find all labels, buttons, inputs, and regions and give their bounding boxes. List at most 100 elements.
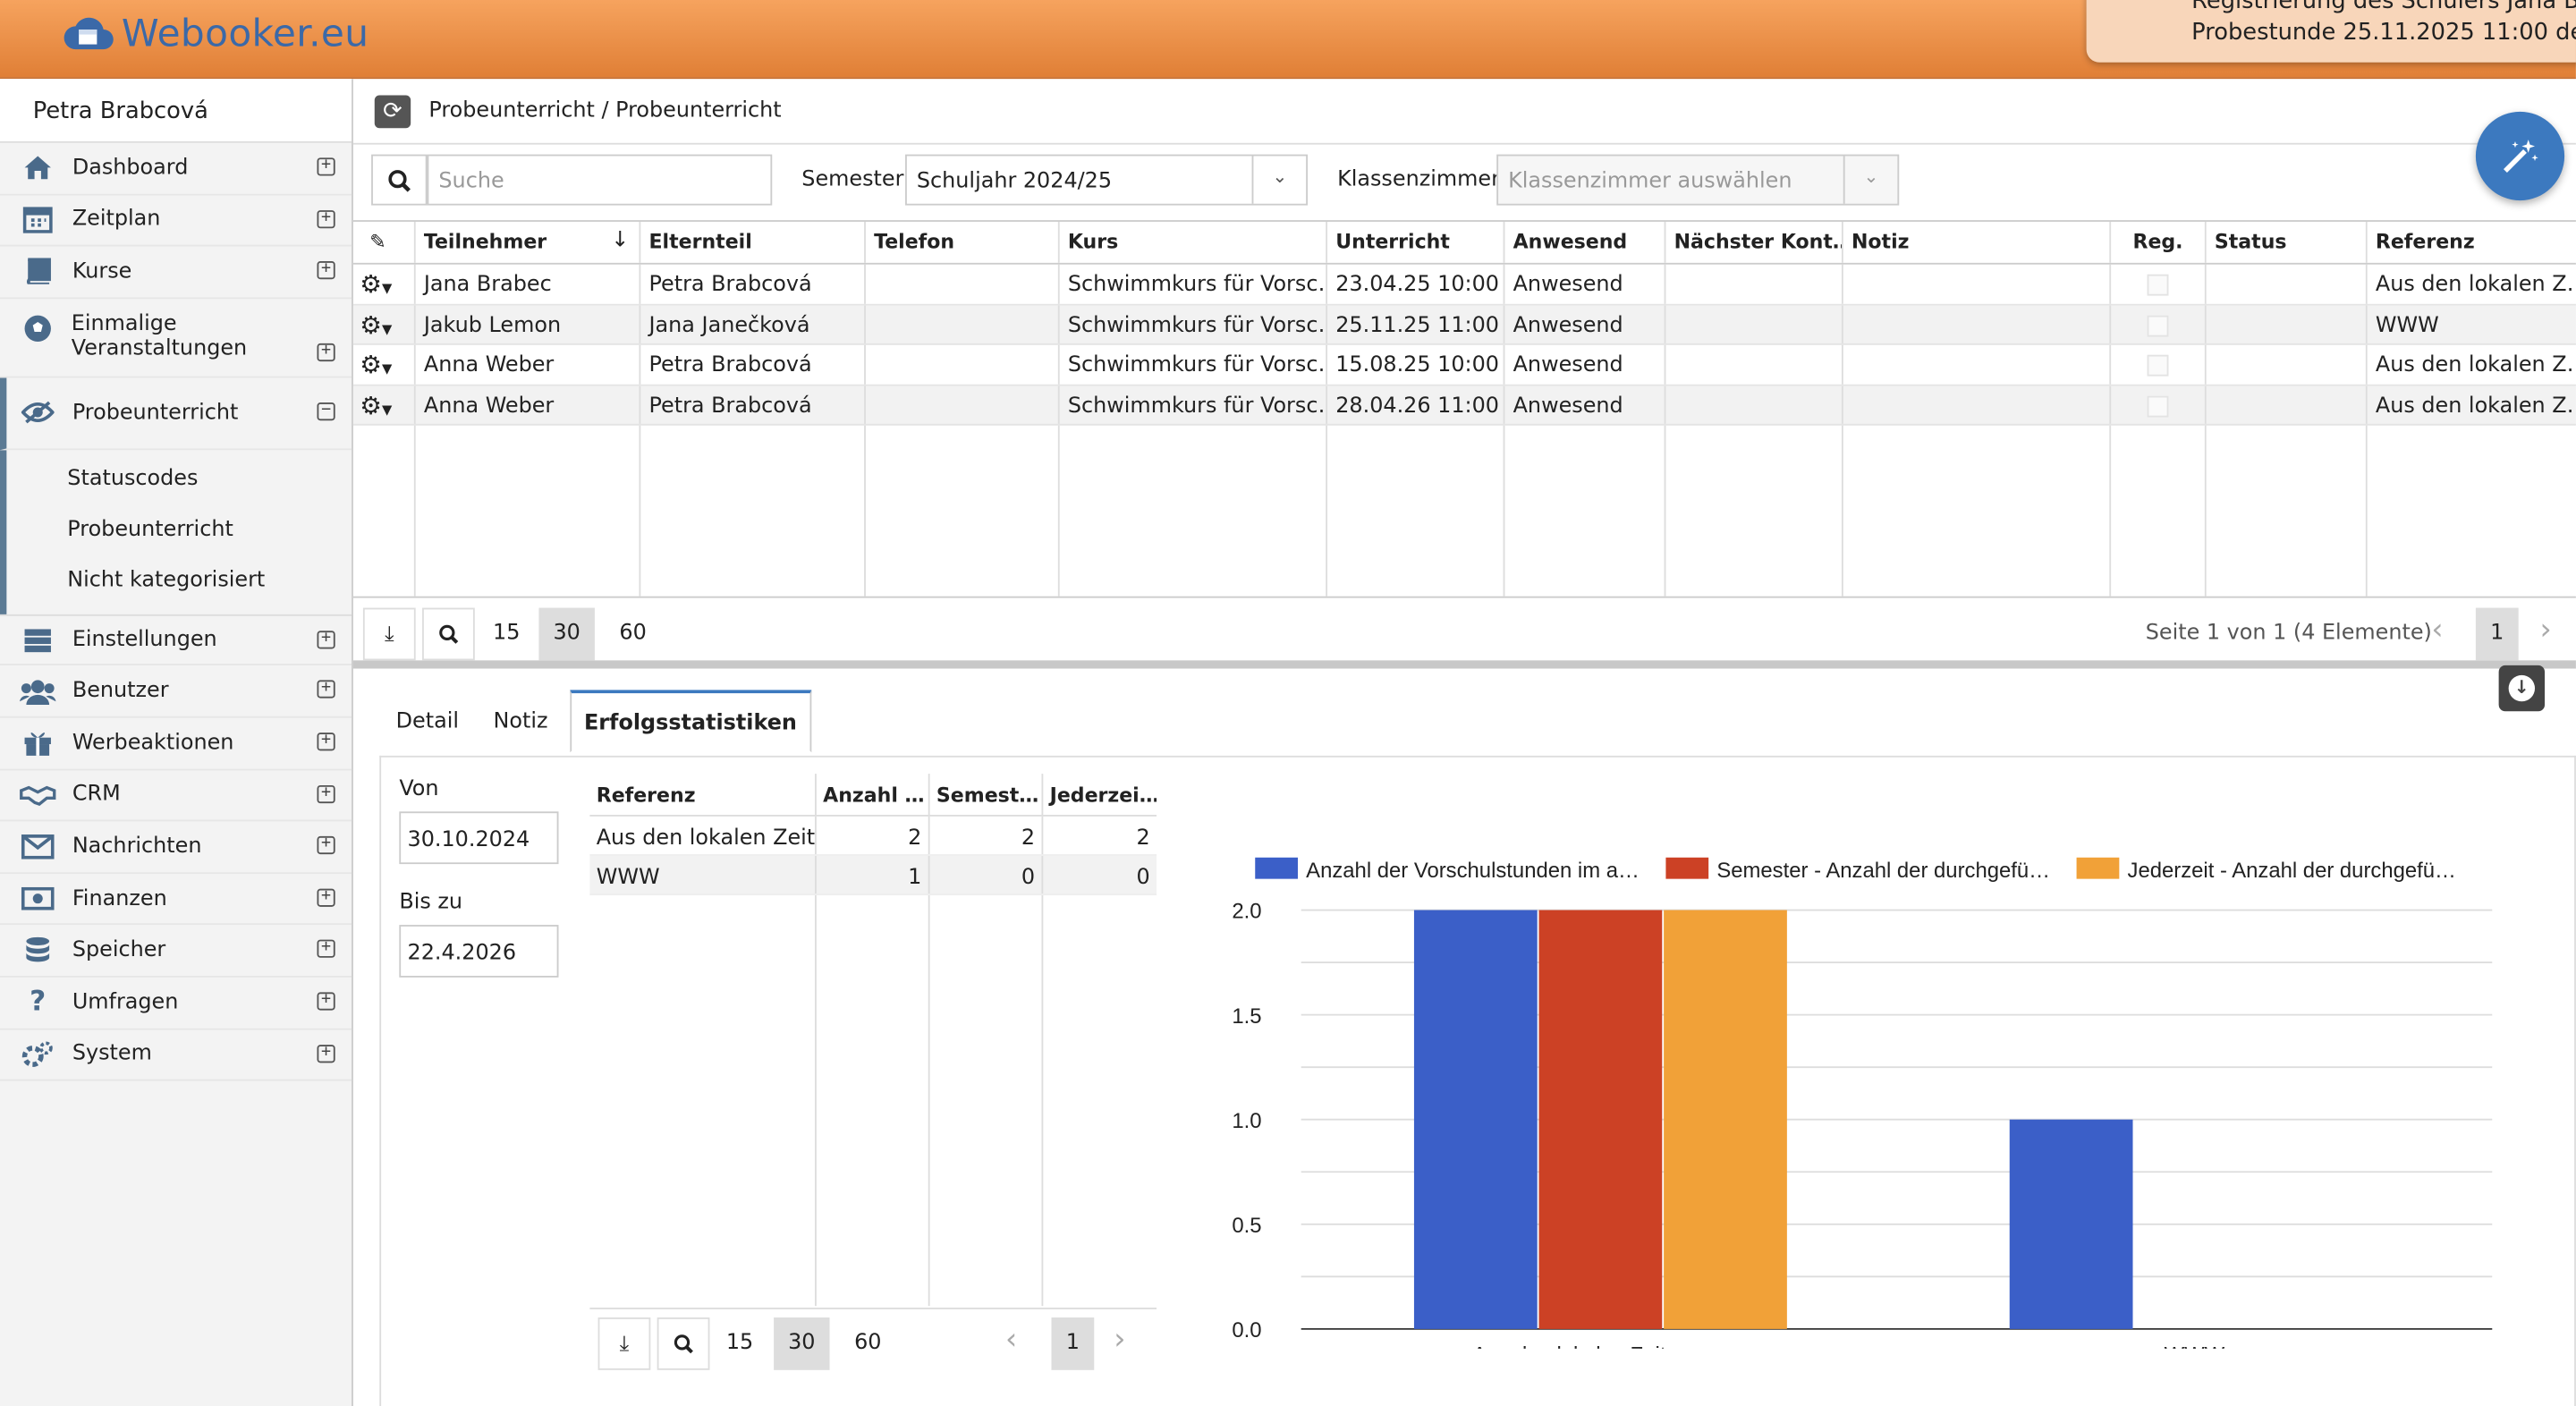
column-header[interactable]: Teilnehmer (416, 221, 641, 263)
table-cell: Aus den lokalen Z… (2375, 393, 2576, 419)
page-size-15[interactable]: 15 (493, 621, 521, 646)
row-actions-gear-icon[interactable]: ⚙▼ (353, 264, 416, 303)
next-page-icon[interactable]: › (2539, 613, 2552, 648)
submenu-item-nicht-kategorisiert[interactable]: Nicht kategorisiert (67, 568, 266, 593)
download-button[interactable]: ⤓ (597, 1317, 651, 1370)
sidebar-item-label: Finanzen (72, 885, 167, 911)
sidebar-item-nachrichten[interactable]: Nachrichten + (0, 822, 352, 874)
registered-checkbox[interactable] (2147, 274, 2169, 296)
page-number[interactable]: 1 (1051, 1317, 1095, 1370)
next-page-icon[interactable]: › (1114, 1322, 1126, 1358)
top-bar: Webooker.eu Registrierung des Schülers J… (0, 0, 2576, 80)
scroll-down-button[interactable]: ↓ (2498, 665, 2546, 712)
column-header[interactable]: Semest… (930, 774, 1044, 816)
column-header[interactable]: Referenz (589, 774, 817, 816)
column-header[interactable]: Nächster Kont… (1665, 221, 1843, 263)
expand-icon[interactable]: + (317, 1043, 335, 1063)
expand-icon[interactable]: + (317, 343, 335, 361)
sidebar-item-werbeaktionen[interactable]: Werbeaktionen + (0, 718, 352, 770)
sidebar-item-umfragen[interactable]: ? Umfragen + (0, 978, 352, 1029)
room-select[interactable]: Klassenzimmer auswählen ⌄ (1496, 154, 1900, 206)
tab-detail[interactable]: Detail (395, 709, 459, 735)
table-row[interactable]: WWW 1 0 0 (589, 855, 1157, 896)
column-header[interactable]: Reg. (2111, 221, 2207, 263)
table-row[interactable]: ⚙▼ Jana Brabec Petra Brabcová Schwimmkurs f… (352, 264, 2576, 305)
edit-column-icon[interactable]: ✎ (353, 221, 416, 263)
submenu-item-statuscodes[interactable]: Statuscodes (67, 466, 199, 491)
registered-checkbox[interactable] (2147, 394, 2169, 417)
expand-icon[interactable]: + (317, 732, 335, 751)
table-row[interactable]: ⚙▼ Jakub Lemon Jana Janečková Schwimmkurs f… (352, 304, 2576, 345)
sidebar-item-dashboard[interactable]: Dashboard + (0, 143, 352, 195)
notification-popup[interactable]: Registrierung des Schülers Jana B Probes… (2086, 0, 2576, 63)
search-button[interactable] (657, 1317, 710, 1370)
table-row[interactable]: ⚙▼ Anna Weber Petra Brabcová Schwimmkurs fü… (352, 344, 2576, 385)
page-number[interactable]: 1 (2475, 607, 2519, 661)
expand-icon[interactable]: + (317, 157, 335, 176)
search-input[interactable]: Suche (427, 154, 773, 206)
from-date-input[interactable]: 30.10.2024 (399, 811, 559, 865)
sort-arrow-icon[interactable]: ↓ (611, 228, 630, 253)
row-actions-gear-icon[interactable]: ⚙▼ (353, 304, 416, 343)
prev-page-icon[interactable]: ‹ (1005, 1322, 1018, 1358)
expand-icon[interactable]: + (317, 991, 335, 1011)
column-header[interactable]: Kurs (1060, 221, 1328, 263)
column-header[interactable]: Anwesend (1504, 221, 1666, 263)
expand-icon[interactable]: + (317, 783, 335, 803)
column-header[interactable]: Referenz (2375, 230, 2475, 253)
registered-checkbox[interactable] (2147, 354, 2169, 377)
page-size-60[interactable]: 60 (619, 621, 647, 646)
sidebar-item-veranstaltungen[interactable]: Einmalige Veranstaltungen + (0, 299, 352, 378)
expand-icon[interactable]: + (317, 260, 335, 280)
expand-icon[interactable]: + (317, 835, 335, 855)
download-button[interactable]: ⤓ (362, 607, 416, 661)
table-cell (1665, 264, 1843, 303)
search-button[interactable] (422, 607, 475, 661)
column-header[interactable]: Jederzei… (1049, 783, 1157, 807)
filter-bar: Suche Semester: Schuljahr 2024/25 ⌄ Klas… (371, 154, 2572, 208)
logo[interactable]: Webooker.eu (63, 13, 369, 55)
to-date-input[interactable]: 22.4.2026 (399, 925, 559, 978)
expand-icon[interactable]: + (317, 887, 335, 907)
user-name[interactable]: Petra Brabcová (0, 79, 352, 143)
collapse-icon[interactable]: − (317, 402, 335, 420)
sidebar-item-speicher[interactable]: Speicher + (0, 926, 352, 978)
column-header[interactable]: Status (2207, 221, 2368, 263)
sidebar-item-system[interactable]: System + (0, 1029, 352, 1081)
sidebar-item-einstellungen[interactable]: Einstellungen + (0, 614, 352, 666)
sidebar-item-probeunterricht[interactable]: Probeunterricht − (0, 377, 352, 450)
semester-select[interactable]: Schuljahr 2024/25 ⌄ (905, 154, 1309, 206)
expand-icon[interactable]: + (317, 208, 335, 228)
sidebar-item-kurse[interactable]: Kurse + (0, 247, 352, 299)
column-header[interactable]: Telefon (866, 221, 1060, 263)
semester-label: Semester: (801, 167, 911, 192)
table-row[interactable]: Aus den lokalen Zeit… 2 2 2 (589, 816, 1157, 856)
column-header[interactable]: Elternteil (640, 221, 866, 263)
expand-icon[interactable]: + (317, 939, 335, 959)
prev-page-icon[interactable]: ‹ (2431, 613, 2444, 648)
sidebar-item-benutzer[interactable]: Benutzer + (0, 666, 352, 718)
sidebar-item-label: CRM (72, 782, 121, 808)
magic-wand-button[interactable] (2475, 111, 2565, 201)
page-size-30[interactable]: 30 (774, 1317, 830, 1370)
search-button[interactable] (371, 154, 428, 206)
column-header[interactable]: Notiz (1843, 221, 2112, 263)
sidebar-item-crm[interactable]: CRM + (0, 770, 352, 822)
row-actions-gear-icon[interactable]: ⚙▼ (353, 344, 416, 384)
page-size-15[interactable]: 15 (725, 1330, 754, 1356)
column-header[interactable]: Anzahl … (817, 774, 930, 816)
refresh-icon[interactable]: ⟳ (374, 94, 411, 128)
sidebar-item-finanzen[interactable]: Finanzen + (0, 874, 352, 926)
column-header[interactable]: Unterricht (1327, 221, 1505, 263)
registered-checkbox[interactable] (2147, 314, 2169, 336)
tab-erfolgsstatistiken[interactable]: Erfolgsstatistiken (569, 690, 812, 753)
row-actions-gear-icon[interactable]: ⚙▼ (353, 385, 416, 424)
page-size-30[interactable]: 30 (538, 607, 595, 661)
expand-icon[interactable]: + (317, 680, 335, 699)
sidebar-item-zeitplan[interactable]: Zeitplan + (0, 195, 352, 247)
submenu-item-probeunterricht[interactable]: Probeunterricht (67, 517, 233, 542)
expand-icon[interactable]: + (317, 630, 335, 649)
tab-notiz[interactable]: Notiz (493, 709, 548, 735)
table-row[interactable]: ⚙▼ Anna Weber Petra Brabcová Schwimmkurs fü… (352, 385, 2576, 426)
page-size-60[interactable]: 60 (854, 1330, 882, 1356)
